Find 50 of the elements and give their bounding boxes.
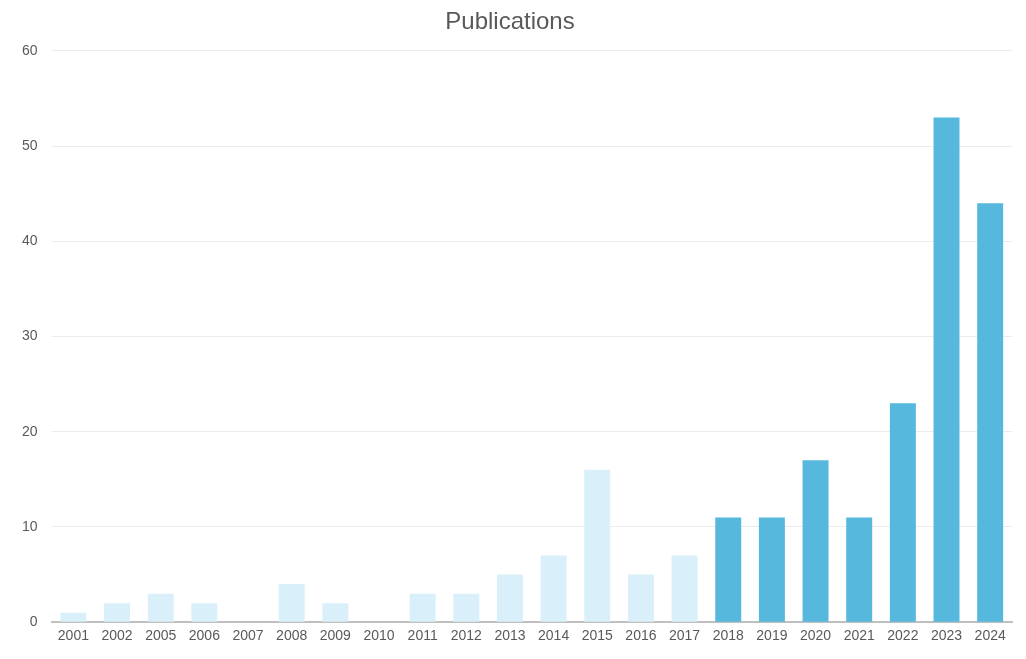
y-tick-label: 40	[21, 232, 38, 249]
bar	[540, 555, 567, 622]
chart-title: Publications	[445, 7, 575, 35]
bar	[584, 469, 611, 622]
bar	[104, 603, 131, 622]
x-tick-label: 2019	[756, 627, 788, 644]
x-tick-label: 2024	[974, 627, 1006, 644]
bar	[977, 203, 1004, 622]
x-tick-label: 2017	[669, 627, 701, 644]
x-tick-label: 2015	[581, 627, 614, 644]
x-tick-label: 2008	[276, 627, 308, 644]
bar	[409, 593, 436, 622]
x-tick-label: 2007	[232, 627, 264, 644]
bar	[60, 612, 87, 622]
bar	[453, 593, 480, 622]
y-tick-label: 50	[21, 136, 38, 153]
x-tick-label: 2021	[843, 627, 875, 644]
x-tick-label: 2012	[450, 627, 483, 644]
bar	[933, 117, 960, 622]
y-tick-label: 60	[21, 41, 38, 58]
x-tick-label: 2011	[407, 627, 438, 644]
x-tick-label: 2018	[712, 627, 745, 644]
bar	[496, 574, 523, 622]
x-tick-label: 2020	[799, 627, 832, 644]
x-tick-label: 2001	[57, 627, 90, 644]
bar	[889, 403, 916, 622]
x-tick-label: 2014	[538, 627, 570, 644]
bar	[147, 593, 174, 622]
bar	[671, 555, 698, 622]
x-tick-label: 2023	[930, 627, 963, 644]
x-tick-label: 2013	[494, 627, 526, 644]
x-tick-label: 2022	[887, 627, 919, 644]
x-tick-label: 2002	[101, 627, 133, 644]
x-tick-label: 2016	[625, 627, 657, 644]
x-tick-label: 2005	[145, 627, 177, 644]
y-tick-label: 0	[29, 613, 38, 630]
y-tick-label: 30	[21, 327, 38, 344]
bar	[846, 517, 873, 622]
x-tick-label: 2010	[363, 627, 395, 644]
bar	[627, 574, 654, 622]
bar	[278, 584, 305, 622]
bar	[322, 603, 349, 622]
y-tick-label: 10	[21, 517, 38, 534]
x-tick-label: 2009	[319, 627, 352, 644]
y-tick-label: 20	[21, 422, 38, 439]
bar	[802, 460, 829, 622]
bar	[715, 517, 742, 622]
bar	[758, 517, 785, 622]
x-tick-label: 2006	[188, 627, 221, 644]
bar	[191, 603, 218, 622]
